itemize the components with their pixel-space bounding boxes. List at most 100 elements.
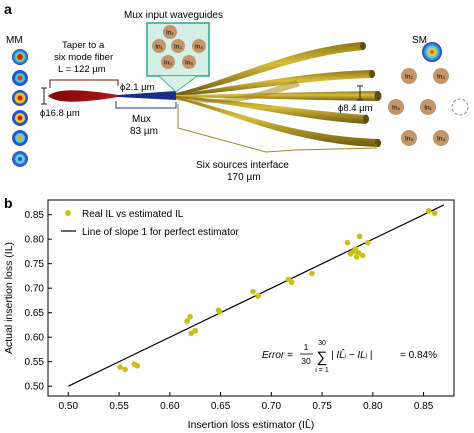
data-point-5 — [187, 313, 193, 320]
error-sum-upper: 30 — [318, 340, 326, 347]
error-abs-term: | IL̂ᵢ − ILᵢ | — [331, 347, 372, 361]
data-point-10 — [250, 288, 256, 295]
sm-port-empty — [451, 98, 469, 116]
data-point-7 — [192, 328, 198, 334]
box-port-6-label: In₅ — [185, 60, 193, 67]
waveguide-6 — [176, 80, 300, 103]
data-point-11 — [255, 293, 261, 299]
legend-label-scatter: Real IL vs estimated IL — [82, 209, 184, 220]
sm-port-2 — [433, 68, 449, 84]
legend-marker-scatter — [65, 210, 71, 216]
plot-frame — [47, 199, 455, 397]
panel-b: b 0.50 0.55 0.60 0.65 0.70 0.75 0.80 0.85 0.50 0… — [3, 195, 455, 431]
phi-2-1-label: ϕ2.1 µm — [120, 82, 155, 93]
data-point-20 — [355, 250, 362, 256]
x-axis: 0.50 0.55 0.60 0.65 0.70 0.75 0.80 0.85 — [59, 392, 434, 412]
y-axis-label: Actual insertion loss (IL) — [3, 242, 15, 354]
sm-port-4 — [420, 99, 436, 115]
legend: Real IL vs estimated IL Line of slope 1 … — [61, 209, 239, 238]
phi-8-4-label: ϕ8.4 µm — [338, 103, 373, 114]
y-tick-label-3: 0.65 — [25, 308, 45, 319]
data-point-1 — [122, 366, 128, 373]
error-frac-den: 30 — [301, 356, 311, 366]
sm-ports: In₂ In₃ In₆ In₁ In₅ In₄ — [388, 68, 469, 146]
box-port-1-label: In₂ — [166, 30, 174, 37]
y-tick-label-7: 0.85 — [25, 210, 45, 221]
x-tick-label-4: 0.70 — [262, 401, 282, 412]
y-axis: 0.50 0.55 0.60 0.65 0.70 0.75 0.80 0.85 — [25, 210, 52, 393]
y-tick-label-0: 0.50 — [25, 382, 45, 393]
six-sources-label-line-1: Six sources interface — [196, 160, 289, 171]
error-frac-num: 1 — [304, 342, 309, 352]
y-tick-label-1: 0.55 — [25, 357, 45, 368]
six-sources-label: Six sources interface 170 µm — [196, 160, 292, 183]
waveguide-1-end — [360, 42, 366, 50]
taper-length-bracket — [49, 79, 119, 88]
scatter-points — [117, 207, 438, 373]
sm-port-4-label: In₁ — [424, 105, 432, 112]
mux-label-line-1: Mux — [132, 114, 151, 125]
mm-mode-5-core — [17, 135, 23, 141]
legend-label-line: Line of slope 1 for perfect estimator — [82, 227, 239, 238]
box-port-1 — [163, 25, 177, 39]
sm-port-3-label: In₆ — [392, 105, 400, 112]
data-point-22 — [359, 252, 366, 259]
x-tick-label-7: 0.85 — [414, 401, 434, 412]
mux-input-ports: In₂ In₁ In₃ In₆ In₄ In₅ — [152, 25, 206, 69]
sm-port-3 — [388, 99, 404, 115]
data-point-3 — [134, 362, 141, 369]
y-tick-label-4: 0.70 — [25, 284, 45, 295]
mm-mode-4-core — [17, 115, 23, 121]
waveguide-4 — [176, 96, 366, 124]
x-tick-label-2: 0.60 — [160, 401, 180, 412]
mm-mode-1-core — [17, 54, 23, 60]
box-port-3 — [171, 39, 185, 53]
data-point-23 — [364, 239, 371, 246]
x-axis-label: Insertion loss estimator (IL̂) — [188, 417, 315, 431]
sm-mode-profile — [422, 42, 442, 62]
waveguide-3 — [176, 91, 378, 101]
sm-port-5 — [401, 130, 417, 146]
waveguide-2-end — [369, 70, 375, 78]
x-tick-label-1: 0.55 — [109, 401, 129, 412]
x-tick-label-3: 0.65 — [211, 401, 231, 412]
source-waveguides — [176, 42, 382, 147]
waveguide-4-end — [363, 114, 369, 124]
box-port-5 — [161, 55, 175, 69]
error-lhs: Error = — [262, 350, 293, 361]
mm-mode-6-core — [18, 157, 22, 161]
error-sum-lower: i = 1 — [315, 367, 329, 374]
box-port-2-label: In₁ — [155, 44, 163, 51]
data-point-6 — [188, 330, 194, 337]
taper-label-line-2: six mode fiber — [54, 52, 113, 63]
y-tick-label-5: 0.75 — [25, 259, 45, 270]
data-point-14 — [309, 270, 315, 277]
error-rhs: = 0.84% — [400, 350, 437, 361]
box-port-4 — [192, 39, 206, 53]
taper-label: Taper to a six mode fiber L = 122 µm — [54, 40, 116, 75]
six-sources-bracket — [177, 104, 377, 153]
data-point-25 — [431, 210, 438, 217]
box-port-5-label: In₄ — [164, 60, 172, 67]
y-tick-label-2: 0.60 — [25, 333, 45, 344]
waveguide-1 — [176, 42, 364, 95]
sm-port-6-label: In₄ — [437, 136, 445, 143]
panel-b-label: b — [4, 195, 13, 211]
waveguide-2 — [176, 70, 372, 96]
mm-label: MM — [6, 35, 23, 46]
red-taper — [48, 90, 118, 102]
box-port-3-label: In₃ — [174, 44, 182, 51]
error-formula: Error = 1 30 30 ∑ i = 1 | IL̂ᵢ − ILᵢ | =… — [262, 340, 437, 374]
panel-a: a MM Taper to a six mode fiber L — [4, 1, 469, 183]
waveguide-5 — [176, 97, 378, 147]
mm-mode-profiles — [12, 49, 28, 167]
taper-label-line-3: L = 122 µm — [58, 64, 106, 75]
blue-mux — [118, 91, 176, 100]
error-sum-symbol: ∑ — [317, 349, 328, 366]
x-tick-label-6: 0.80 — [363, 401, 383, 412]
mux-label: Mux 83 µm — [130, 114, 158, 137]
panel-a-label: a — [4, 1, 12, 17]
x-tick-label-0: 0.50 — [59, 401, 79, 412]
mm-mode-2-core — [17, 75, 23, 81]
taper-label-line-1: Taper to a — [62, 40, 105, 51]
